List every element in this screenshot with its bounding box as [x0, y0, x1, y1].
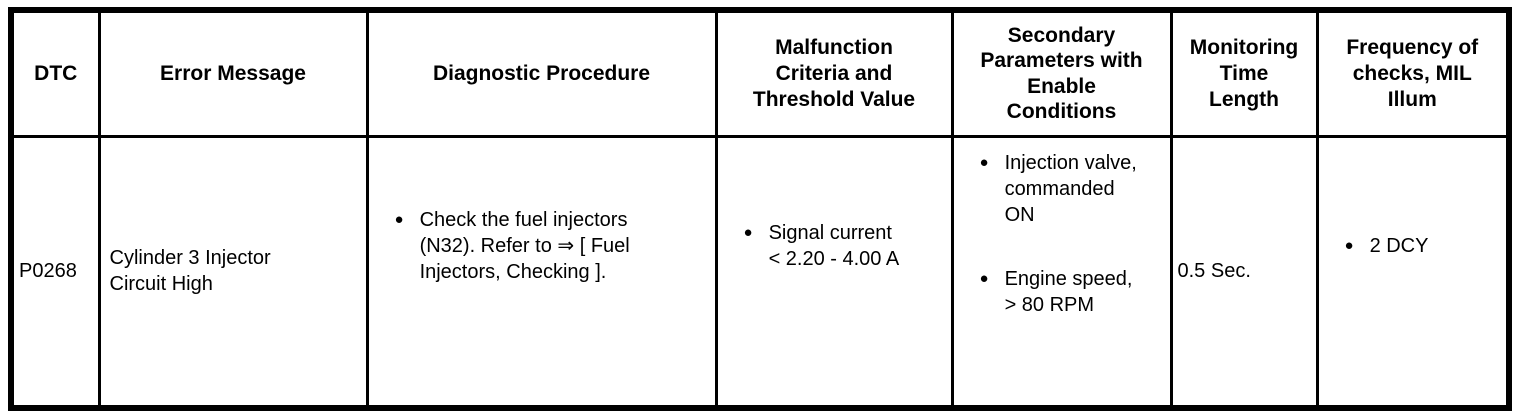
- list-item: ● Injection valve, commanded ON: [980, 150, 1164, 228]
- bullet-icon: ●: [979, 269, 989, 287]
- cell-monitoring-time: 0.5 Sec.: [1169, 134, 1319, 410]
- cell-frequency-of-checks: ● 2 DCY: [1315, 134, 1511, 410]
- column-header-label: Diagnostic Procedure: [432, 61, 651, 85]
- column-header-error-message: Error Message: [97, 8, 369, 138]
- column-header-dtc: DTC: [9, 8, 101, 138]
- diagnostic-procedure-list: ● Check the fuel injectors (N32). Refer …: [375, 207, 709, 285]
- list-item: ● Check the fuel injectors (N32). Refer …: [395, 207, 709, 285]
- secondary-parameter-text: Injection valve, commanded ON: [1004, 151, 1137, 226]
- table-row-p0268: P0268 Cylinder 3 Injector Circuit High ●…: [9, 134, 1511, 410]
- secondary-parameters-list: ● Injection valve, commanded ON ● Engine…: [960, 150, 1164, 318]
- cell-diagnostic-procedure: ● Check the fuel injectors (N32). Refer …: [365, 134, 718, 410]
- column-header-malfunction-criteria: Malfunction Criteria and Threshold Value: [714, 8, 954, 138]
- column-header-frequency-of-checks: Frequency of checks, MIL Illum: [1315, 8, 1511, 138]
- column-header-label: Frequency of checks, MIL Illum: [1346, 36, 1479, 111]
- dtc-table: DTC Error Message Diagnostic Procedure M…: [8, 7, 1512, 411]
- list-item: ● Signal current < 2.20 - 4.00 A: [744, 220, 945, 272]
- malfunction-criteria-list: ● Signal current < 2.20 - 4.00 A: [724, 220, 945, 272]
- cell-malfunction-criteria: ● Signal current < 2.20 - 4.00 A: [714, 134, 954, 410]
- cell-secondary-parameters: ● Injection valve, commanded ON ● Engine…: [950, 134, 1173, 410]
- bullet-icon: ●: [743, 224, 753, 242]
- bullet-icon: ●: [1344, 237, 1354, 255]
- bullet-icon: ●: [979, 153, 989, 171]
- frequency-of-checks-list: ● 2 DCY: [1325, 233, 1501, 259]
- column-header-label: Malfunction Criteria and Threshold Value: [752, 36, 916, 111]
- bullet-icon: ●: [394, 211, 404, 229]
- frequency-of-checks-text: 2 DCY: [1369, 235, 1429, 258]
- monitoring-time-text: 0.5 Sec.: [1177, 260, 1251, 283]
- error-message-text: Cylinder 3 Injector Circuit High: [109, 247, 271, 296]
- dtc-code: P0268: [19, 260, 77, 283]
- malfunction-criteria-text: Signal current < 2.20 - 4.00 A: [768, 222, 900, 271]
- list-item: ● 2 DCY: [1345, 233, 1501, 259]
- column-header-diagnostic-procedure: Diagnostic Procedure: [365, 8, 718, 138]
- column-header-label: DTC: [34, 61, 78, 85]
- column-header-label: Secondary Parameters with Enable Conditi…: [980, 23, 1143, 124]
- list-item: ● Engine speed, > 80 RPM: [980, 266, 1164, 318]
- column-header-monitoring-time: Monitoring Time Length: [1169, 8, 1319, 138]
- diagnostic-procedure-text: Check the fuel injectors (N32). Refer to…: [419, 209, 630, 284]
- column-header-secondary-parameters: Secondary Parameters with Enable Conditi…: [950, 8, 1173, 138]
- secondary-parameter-text: Engine speed, > 80 RPM: [1004, 267, 1133, 316]
- cell-error-message: Cylinder 3 Injector Circuit High: [97, 134, 369, 410]
- column-header-label: Error Message: [160, 61, 306, 85]
- table-header-row: DTC Error Message Diagnostic Procedure M…: [9, 8, 1511, 138]
- column-header-label: Monitoring Time Length: [1189, 36, 1299, 111]
- cell-dtc-code: P0268: [9, 134, 101, 410]
